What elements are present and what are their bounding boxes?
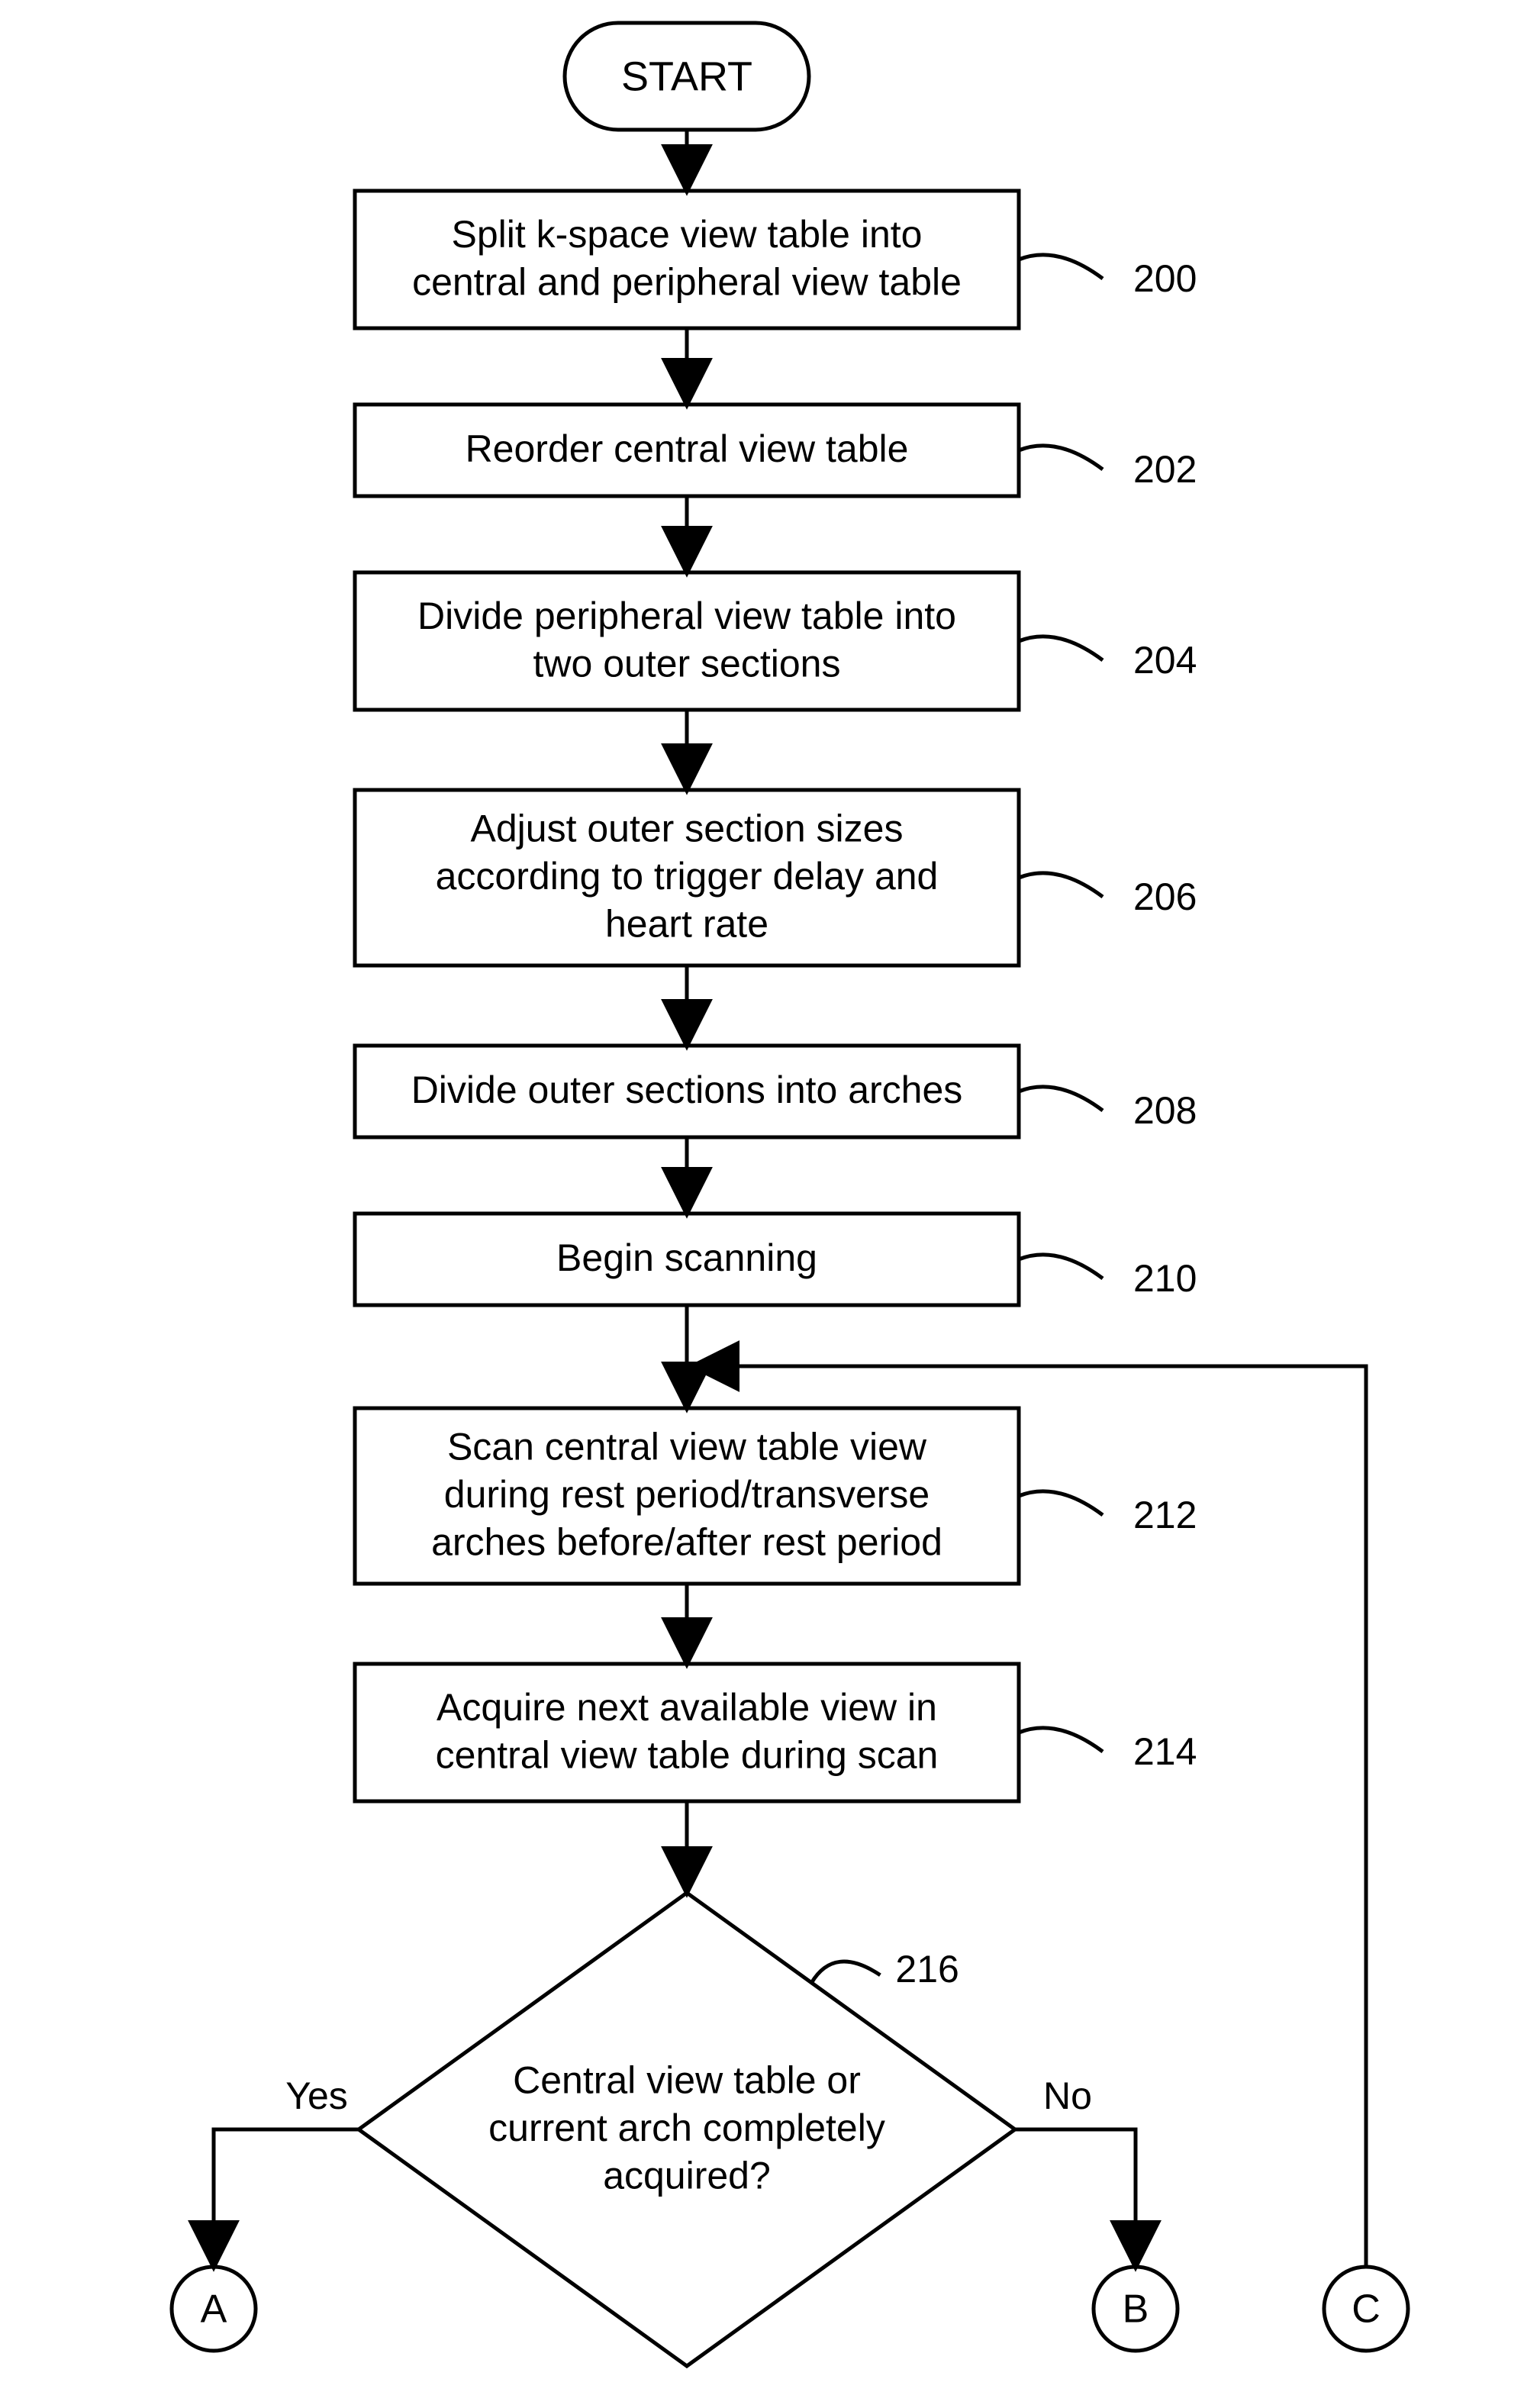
ref-label-216: 216 [895, 1948, 959, 1991]
process-214 [355, 1664, 1019, 1801]
lead-214 [1019, 1728, 1103, 1752]
ref-label-206: 206 [1133, 875, 1197, 918]
process-208-line0: Divide outer sections into arches [411, 1069, 963, 1111]
process-200-line0: Split k-space view table into [452, 213, 923, 256]
process-214-line0: Acquire next available view in [437, 1686, 937, 1729]
process-212-line1: during rest period/transverse [444, 1473, 930, 1516]
ref-label-214: 214 [1133, 1730, 1197, 1773]
process-202-line0: Reorder central view table [466, 427, 909, 470]
process-200 [355, 191, 1019, 328]
ref-label-202: 202 [1133, 448, 1197, 491]
yes-label: Yes [285, 2074, 348, 2117]
lead-216 [811, 1962, 880, 1983]
decision-216-line2: acquired? [603, 2155, 771, 2197]
connector-label-B: B [1123, 2287, 1149, 2332]
process-206-line1: according to trigger delay and [436, 855, 939, 898]
lead-208 [1019, 1087, 1103, 1111]
lead-210 [1019, 1255, 1103, 1278]
connector-label-A: A [201, 2287, 227, 2332]
ref-label-210: 210 [1133, 1257, 1197, 1300]
process-204-line0: Divide peripheral view table into [417, 595, 956, 637]
lead-204 [1019, 637, 1103, 660]
no-label: No [1043, 2074, 1092, 2117]
process-206-line0: Adjust outer section sizes [471, 808, 904, 850]
process-214-line1: central view table during scan [436, 1733, 939, 1776]
lead-202 [1019, 446, 1103, 469]
process-200-line1: central and peripheral view table [412, 260, 962, 303]
lead-212 [1019, 1491, 1103, 1515]
ref-label-208: 208 [1133, 1089, 1197, 1132]
process-212-line2: arches before/after rest period [431, 1521, 942, 1564]
decision-216-line0: Central view table or [513, 2059, 861, 2102]
decision-216-line1: current arch completely [488, 2107, 885, 2149]
lead-200 [1019, 255, 1103, 279]
process-204-line1: two outer sections [533, 642, 841, 685]
connector-label-C: C [1352, 2287, 1381, 2332]
start-label: START [621, 53, 752, 99]
process-206-line2: heart rate [605, 903, 768, 946]
process-204 [355, 572, 1019, 710]
process-210-line0: Begin scanning [556, 1236, 817, 1279]
ref-label-204: 204 [1133, 639, 1197, 682]
ref-label-200: 200 [1133, 257, 1197, 300]
ref-label-212: 212 [1133, 1494, 1197, 1536]
process-212-line0: Scan central view table view [447, 1426, 927, 1468]
lead-206 [1019, 873, 1103, 897]
